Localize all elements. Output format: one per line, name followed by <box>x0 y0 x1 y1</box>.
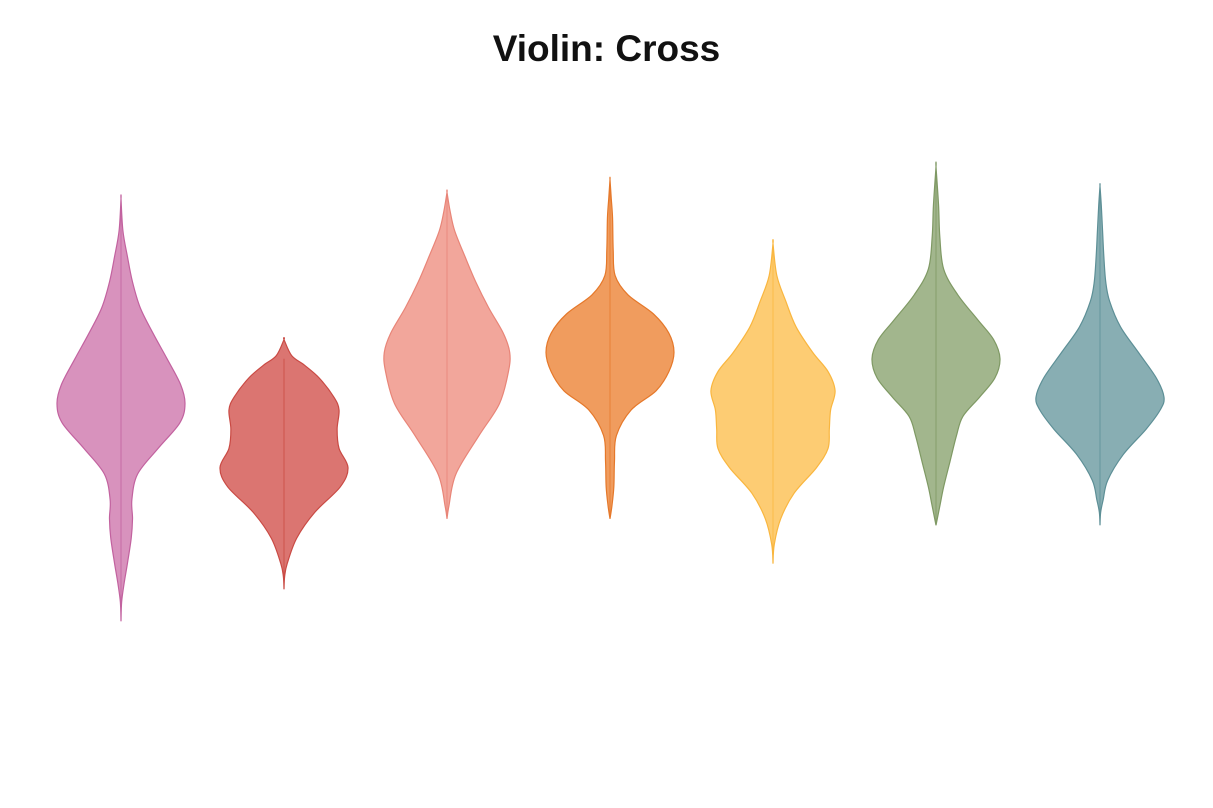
chart-title: Violin: Cross <box>492 28 721 69</box>
